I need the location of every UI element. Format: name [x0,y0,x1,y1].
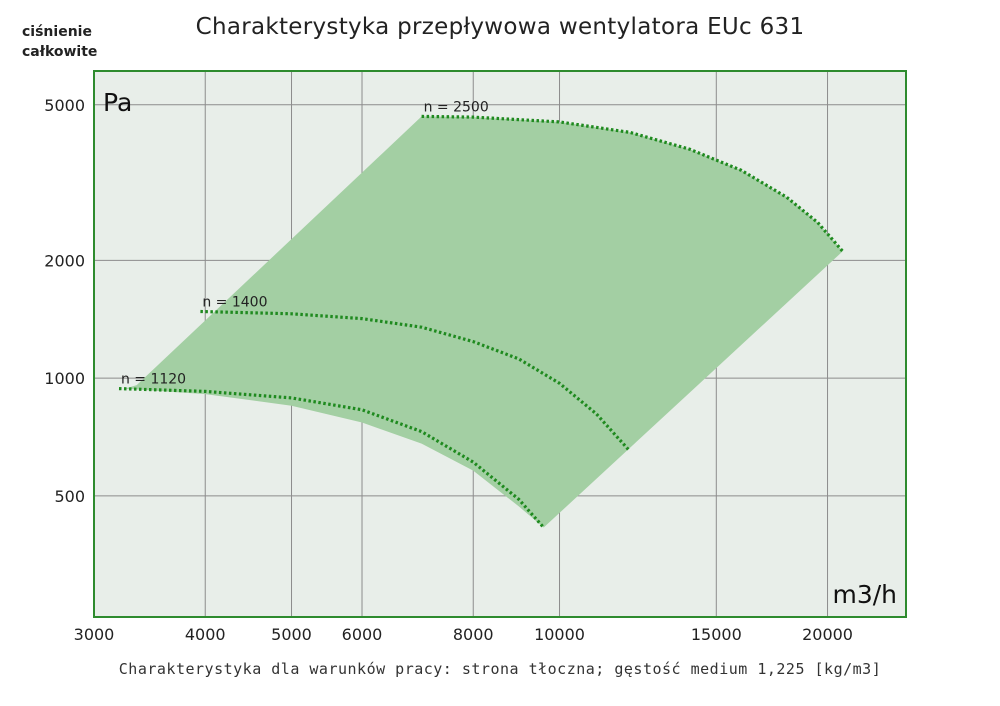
x-tick-label: 20000 [802,625,853,644]
x-axis: 3000 4000 5000 6000 8000 10000 15000 20000 [74,625,853,644]
y-tick-label: 1000 [44,369,85,388]
x-tick-label: 10000 [534,625,585,644]
y-unit-label: Pa [103,88,132,117]
x-tick-label: 8000 [453,625,494,644]
x-tick-label: 4000 [185,625,226,644]
y-tick-label: 5000 [44,96,85,115]
x-tick-label: 5000 [271,625,312,644]
operating-area [124,116,843,528]
x-unit-label: m3/h [832,580,897,609]
speed-curve-label: n = 1120 [121,372,186,388]
chart-title: Charakterystyka przepływowa wentylatora … [195,14,805,40]
x-tick-label: 15000 [691,625,742,644]
speed-curve [118,387,545,529]
x-tick-label: 3000 [74,625,115,644]
speed-curve [421,114,844,253]
y-axis: 500 1000 2000 5000 [44,96,85,506]
x-tick-label: 6000 [342,625,383,644]
y-axis-label-line-1: ciśnienie [22,24,92,40]
y-tick-label: 2000 [44,251,85,270]
speed-curve-label: n = 2500 [424,99,489,115]
y-axis-label-line-2: całkowite [22,44,98,60]
plot-frame [93,70,907,618]
chart-footnote: Charakterystyka dla warunków pracy: stro… [118,660,882,678]
y-tick-label: 500 [54,487,85,506]
speed-curve-label: n = 1400 [202,295,267,311]
speed-curve [200,309,632,453]
speed-curves: n = 1120 n = 1400 n = 2500 [118,99,844,529]
